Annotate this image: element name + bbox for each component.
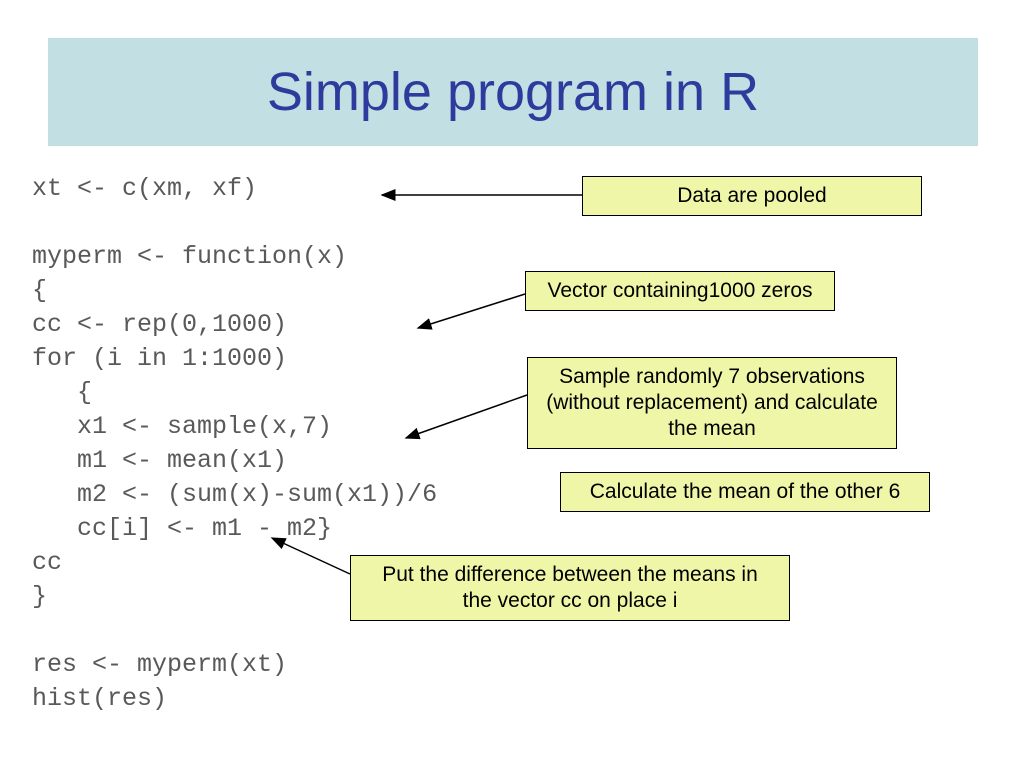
arrows-layer [0,0,1024,768]
arrow-sample [406,395,527,438]
arrow-zeros [418,294,525,328]
arrow-putdiff [272,538,350,574]
